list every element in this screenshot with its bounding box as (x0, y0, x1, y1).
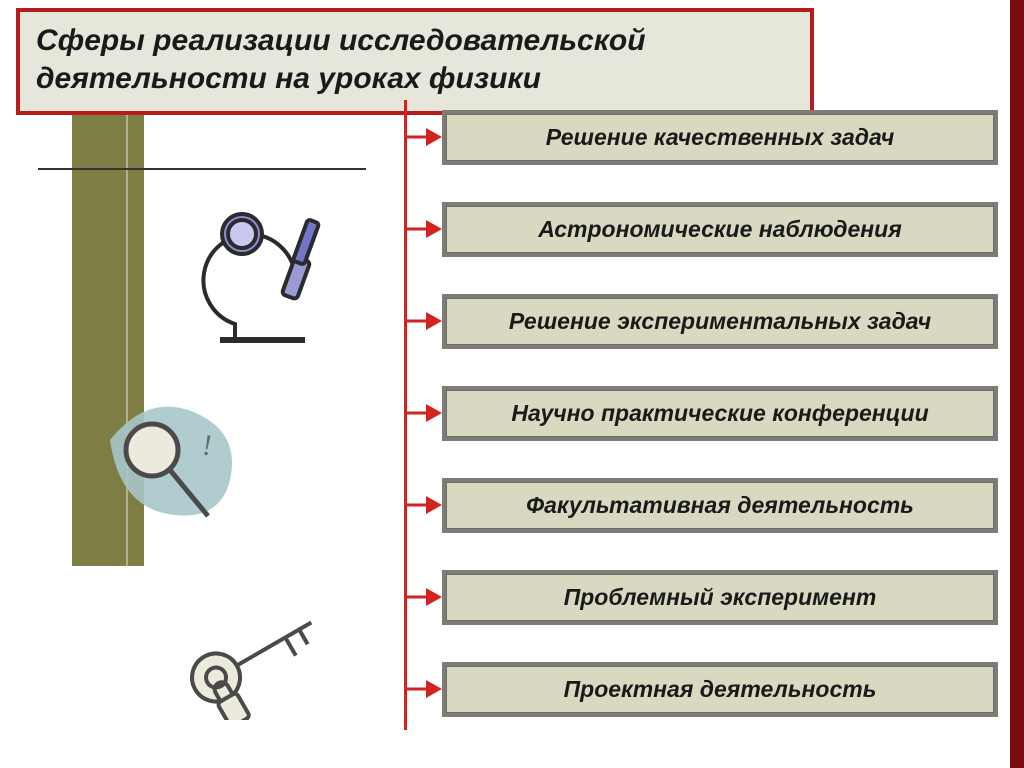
arrow-icon (402, 216, 442, 242)
title-line1: Сферы реализации исследовательской (36, 24, 646, 57)
vertical-connector (404, 100, 407, 730)
item-box: Решение экспериментальных задач (446, 298, 994, 345)
slide: Сферы реализации исследовательской деяте… (0, 0, 1024, 768)
arrow-icon (402, 676, 442, 702)
item-box: Факультативная деятельность (446, 482, 994, 529)
title-box: Сферы реализации исследовательской деяте… (16, 8, 814, 115)
item-label: Факультативная деятельность (526, 492, 914, 518)
arrow-icon (402, 124, 442, 150)
item-label: Решение качественных задач (546, 124, 895, 150)
arrow-icon (402, 492, 442, 518)
item-box: Проблемный эксперимент (446, 574, 994, 621)
item-box: Решение качественных задач (446, 114, 994, 161)
item-box: Научно практические конференции (446, 390, 994, 437)
arrow-icon (402, 308, 442, 334)
arrow-icon (402, 400, 442, 426)
horizontal-rule (38, 168, 366, 170)
microscope-icon (180, 190, 330, 360)
item-label: Проблемный эксперимент (564, 584, 877, 610)
item-box: Астрономические наблюдения (446, 206, 994, 253)
item-box: Проектная деятельность (446, 666, 994, 713)
item-label: Решение экспериментальных задач (509, 308, 931, 334)
magnifier-icon: ! (90, 380, 260, 550)
item-label: Астрономические наблюдения (538, 216, 902, 242)
svg-text:!: ! (202, 429, 212, 462)
key-icon (170, 590, 340, 720)
title-line2: деятельности на уроках физики (36, 62, 541, 95)
item-label: Научно практические конференции (511, 400, 928, 426)
item-label: Проектная деятельность (564, 676, 877, 702)
right-accent-bar (1010, 0, 1024, 768)
arrow-icon (402, 584, 442, 610)
